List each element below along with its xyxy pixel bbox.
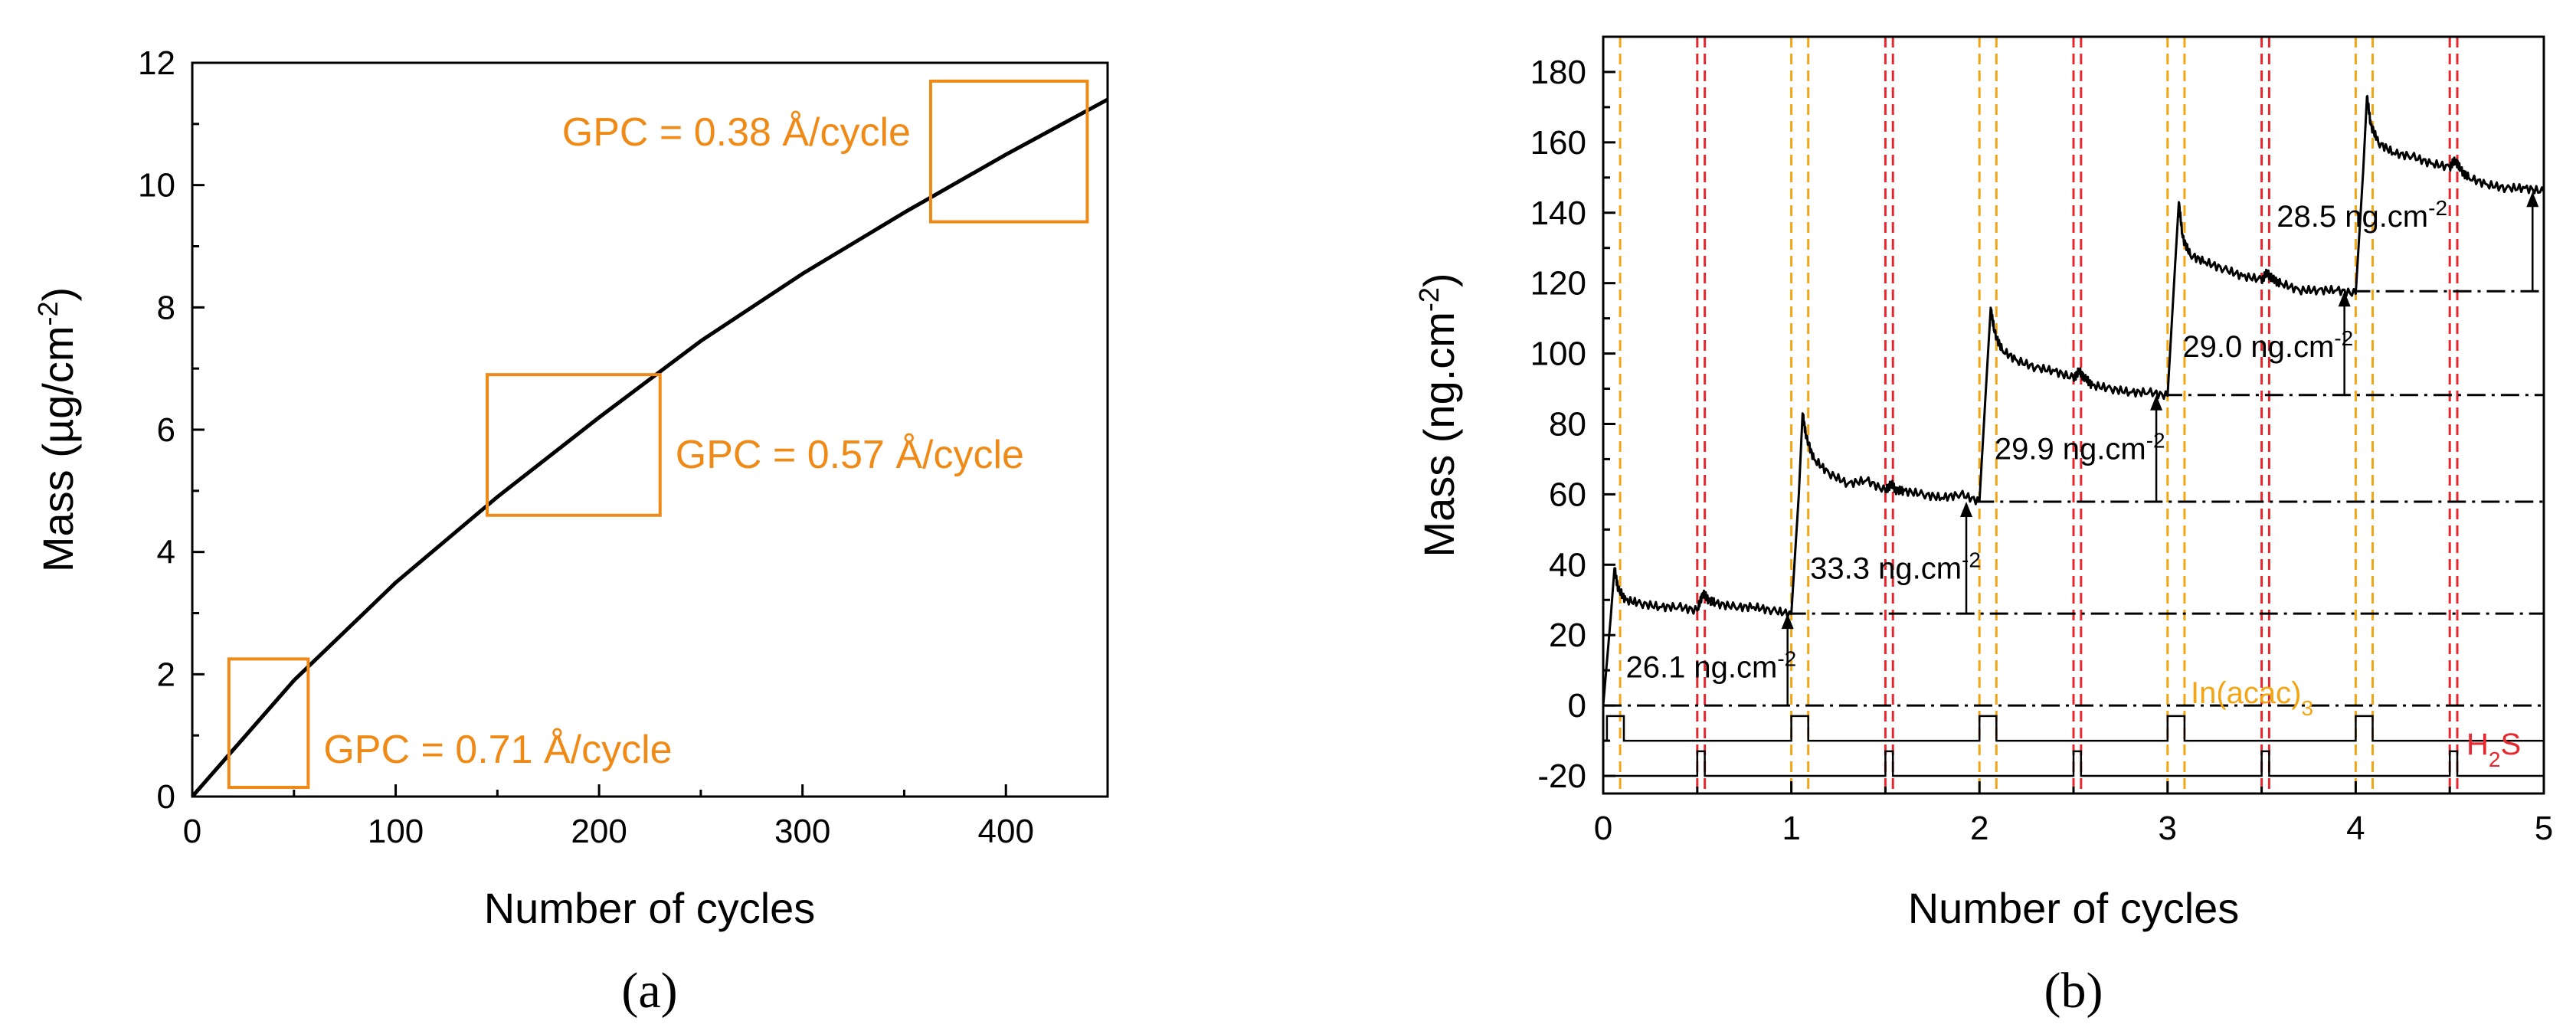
increment-label-exponent: -2 — [1962, 548, 1981, 571]
increment-label-5: 28.5 ng.cm-2 — [2277, 196, 2447, 234]
increment-label-2: 33.3 ng.cm-2 — [1810, 548, 1981, 586]
chart-b-y-tick-label: 120 — [1530, 265, 1586, 303]
chart-b-y-tick-label: 80 — [1549, 405, 1586, 443]
increment-label-1: 26.1 ng.cm-2 — [1625, 646, 1796, 685]
chart-b-y-tick-label: 140 — [1530, 195, 1586, 232]
chart-a-y-tick-label: 0 — [157, 778, 175, 816]
chart-b-y-tick-label: 180 — [1530, 54, 1586, 91]
chart-b-x-tick-label: 3 — [2159, 810, 2177, 847]
chart-a-y-axis-label: Mass (µg/cm-2) — [32, 287, 83, 572]
chart-panel-a: GPC = 0.71 Å/cycle GPC = 0.57 Å/cycle GPC … — [32, 44, 1109, 932]
chart-a-y-tick-label: 6 — [157, 411, 175, 449]
chart-a-x-tick-label: 100 — [368, 813, 424, 850]
precursor-pulse-label: In(acac)3 — [2191, 676, 2313, 720]
chart-b-x-tick-label: 2 — [1970, 810, 1988, 847]
chart-b-y-tick-label: 20 — [1549, 617, 1586, 654]
panel-label-b: (b) — [2044, 963, 2103, 1019]
gpc-label-1: GPC = 0.71 Å/cycle — [323, 728, 672, 772]
chart-a-x-tick-label: 300 — [774, 813, 830, 850]
increment-label-value: 26.1 ng.cm — [1625, 650, 1777, 684]
chart-a-y-tick-label: 4 — [157, 534, 175, 571]
increment-label-value: 29.0 ng.cm — [2182, 330, 2334, 364]
increment-arrowhead — [2526, 191, 2539, 208]
chart-b-x-tick-label: 1 — [1782, 810, 1800, 847]
chart-panel-b: 26.1 ng.cm-233.3 ng.cm-229.9 ng.cm-229.0… — [1413, 35, 2554, 932]
chart-a-x-axis-label: Number of cycles — [484, 884, 816, 932]
gpc-label-3: GPC = 0.38 Å/cycle — [562, 110, 911, 155]
mass-trace-line — [1602, 95, 2545, 706]
reactant-pulse-trace — [1603, 750, 2544, 777]
chart-b-x-tick-label: 5 — [2535, 810, 2553, 847]
gpc-box-1 — [227, 657, 310, 790]
increment-label-value: 33.3 ng.cm — [1810, 552, 1962, 586]
chart-b-y-tick-label: 100 — [1530, 335, 1586, 373]
chart-a-ticks: 0 100 200 300 400 0 2 4 6 8 10 12 — [138, 44, 1034, 850]
chart-b-y-axis-label: Mass (ng.cm-2) — [1413, 273, 1464, 557]
chart-a-x-tick-label: 400 — [978, 813, 1034, 850]
increment-label-value: 28.5 ng.cm — [2277, 200, 2428, 234]
chart-b-y-tick-label: 60 — [1549, 476, 1586, 513]
reactant-pulse-label: H2S — [2466, 728, 2521, 771]
chart-a-x-tick-label: 200 — [571, 813, 627, 850]
chart-b-y-tick-label: 160 — [1530, 124, 1586, 162]
chart-b-y-tick-label: 0 — [1568, 687, 1586, 725]
increment-label-exponent: -2 — [2146, 428, 2165, 452]
increment-arrowhead — [2150, 394, 2163, 411]
increment-arrowhead — [1781, 614, 1794, 630]
gpc-box-2 — [486, 373, 662, 517]
increment-label-exponent: -2 — [1777, 646, 1796, 670]
gpc-box-3 — [928, 79, 1089, 224]
increment-label-4: 29.0 ng.cm-2 — [2182, 326, 2353, 365]
increment-label-value: 29.9 ng.cm — [1995, 432, 2146, 466]
chart-a-y-tick-label: 8 — [157, 289, 175, 326]
increment-arrowhead — [1960, 502, 1973, 518]
chart-b-marks: 26.1 ng.cm-233.3 ng.cm-229.9 ng.cm-229.0… — [1602, 37, 2545, 793]
chart-a-y-tick-label: 10 — [138, 167, 175, 205]
chart-b-y-tick-label: 40 — [1549, 546, 1586, 584]
chart-a-y-tick-label: 2 — [157, 656, 175, 693]
chart-a-marks: GPC = 0.71 Å/cycle GPC = 0.57 Å/cycle GPC … — [191, 79, 1109, 798]
precursor-pulse-trace — [1603, 715, 2544, 742]
chart-a-x-tick-label: 0 — [183, 813, 201, 850]
chart-b-x-axis-label: Number of cycles — [1908, 884, 2240, 932]
increment-label-3: 29.9 ng.cm-2 — [1995, 428, 2165, 466]
chart-a-mass-line — [191, 97, 1109, 798]
increment-label-exponent: -2 — [2334, 326, 2353, 350]
increment-label-exponent: -2 — [2428, 196, 2447, 220]
chart-b-x-tick-label: 4 — [2346, 810, 2365, 847]
increment-arrowhead — [2338, 291, 2351, 307]
chart-a-y-tick-label: 12 — [138, 44, 175, 82]
gpc-label-2: GPC = 0.57 Å/cycle — [676, 433, 1024, 477]
panel-label-a: (a) — [621, 963, 677, 1019]
chart-b-x-tick-label: 0 — [1594, 810, 1612, 847]
chart-b-y-tick-label: -20 — [1537, 758, 1586, 795]
